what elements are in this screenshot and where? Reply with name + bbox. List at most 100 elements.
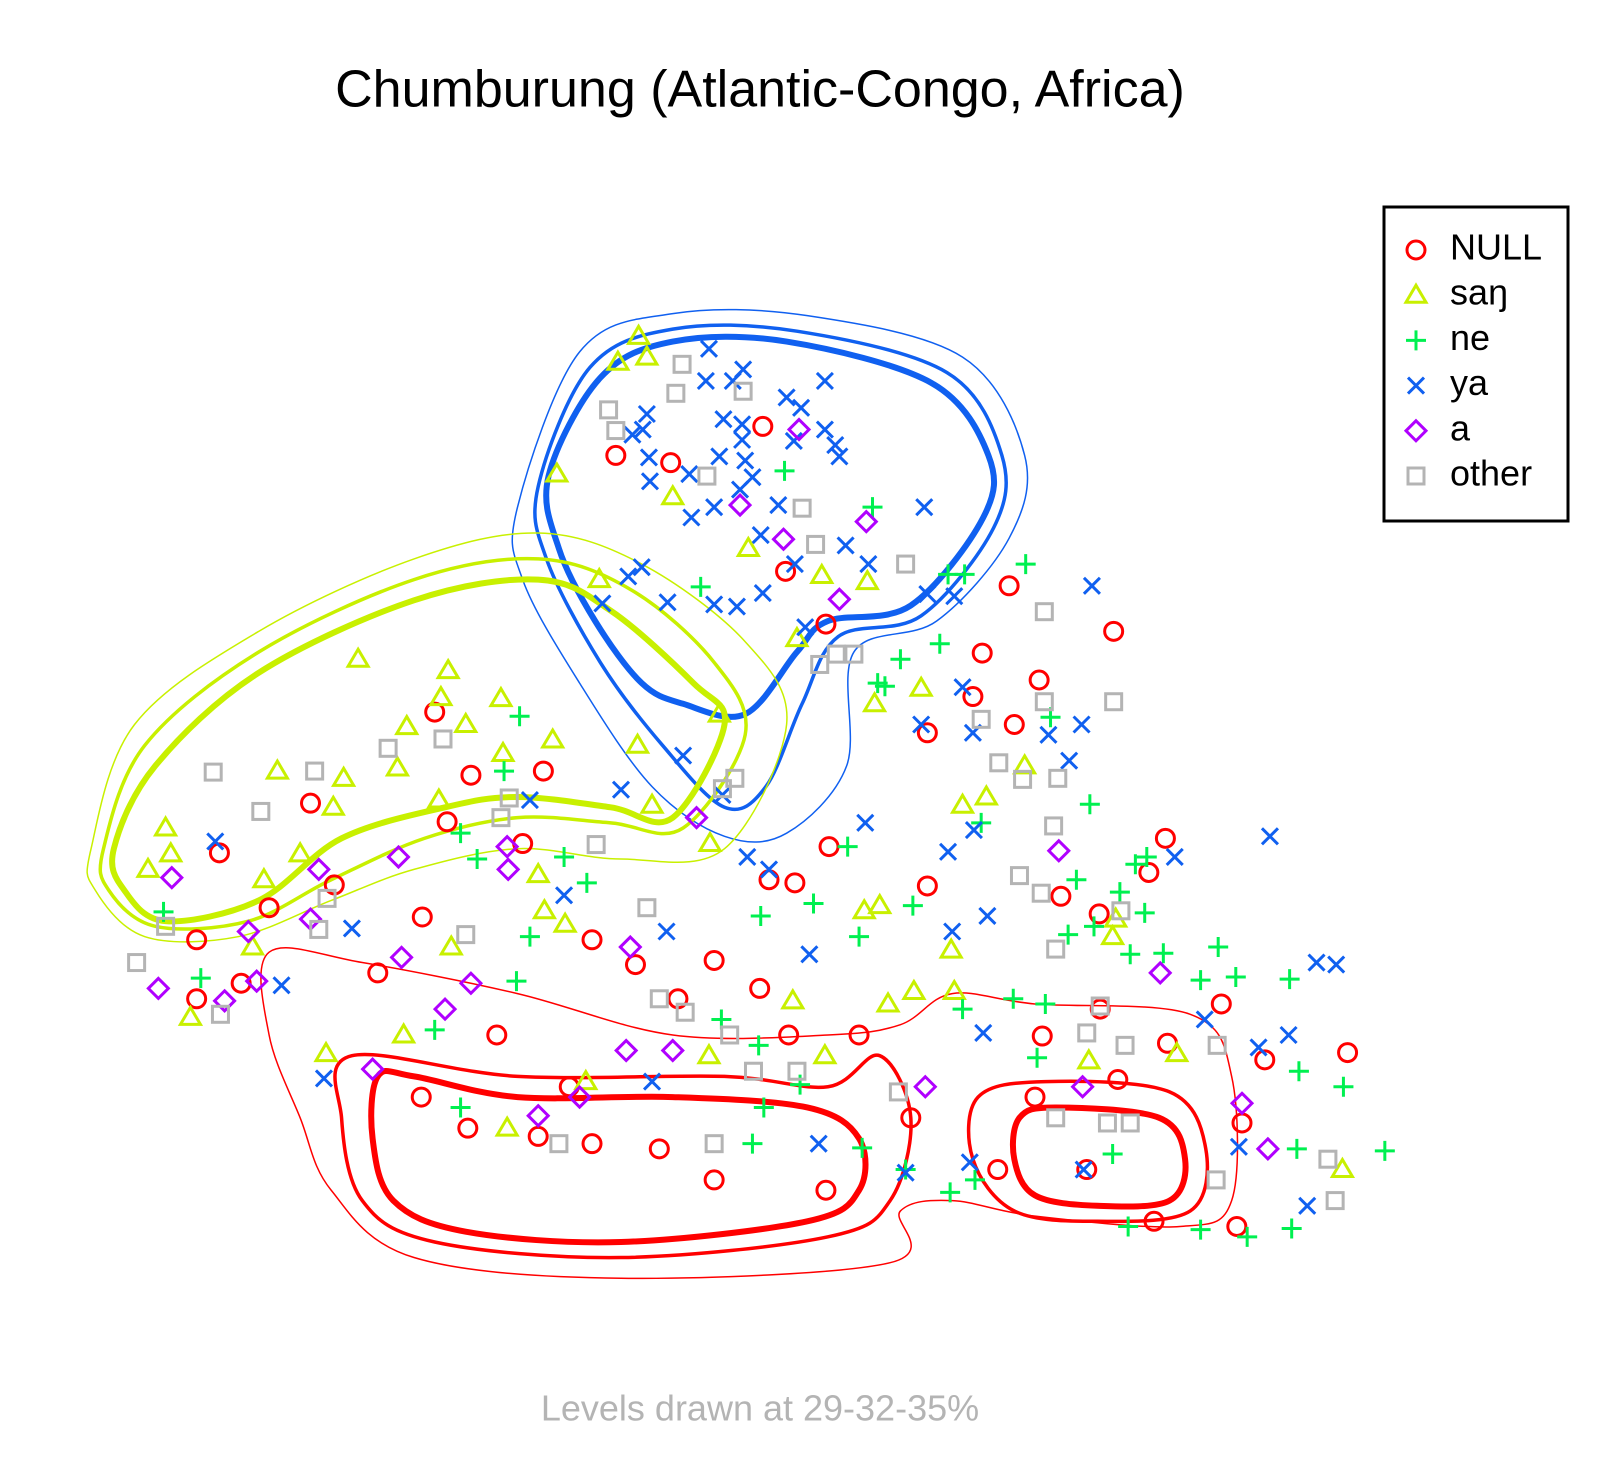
marker-diamond	[1403, 418, 1429, 443]
marker-circle	[703, 949, 725, 971]
marker-diamond	[684, 805, 709, 830]
marker-circle	[1076, 1159, 1098, 1181]
marker-plus	[750, 905, 771, 926]
marker-plus	[1406, 330, 1426, 351]
marker-circle	[457, 1117, 479, 1139]
contour-line	[86, 532, 788, 943]
marker-triangle	[1100, 923, 1126, 946]
marker-circle	[1226, 1215, 1248, 1237]
marker-cross	[705, 498, 724, 517]
marker-diamond	[458, 971, 484, 996]
marker-plus	[690, 576, 711, 597]
marker-plus	[964, 1169, 985, 1190]
marker-plus	[467, 849, 488, 870]
marker-square	[156, 916, 176, 936]
marker-triangle	[1403, 282, 1429, 304]
marker-cross	[738, 847, 757, 867]
marker-circle	[1337, 1042, 1359, 1064]
marker-circle	[1088, 903, 1110, 925]
marker-triangle	[809, 562, 835, 584]
marker-cross	[915, 498, 934, 517]
marker-square	[305, 761, 325, 781]
marker-square	[704, 1134, 724, 1154]
marker-square	[1325, 1191, 1345, 1211]
marker-square	[606, 421, 626, 441]
marker-cross	[736, 451, 755, 470]
marker-cross	[1307, 953, 1326, 972]
marker-cross	[859, 555, 878, 574]
marker-plus	[902, 895, 923, 916]
marker-triangle	[428, 684, 454, 707]
marker-plus	[852, 1137, 873, 1158]
marker-square	[649, 989, 669, 1009]
marker-diamond	[614, 1038, 639, 1063]
marker-cross	[642, 1072, 662, 1091]
marker-triangle	[735, 535, 761, 558]
marker-plus	[1102, 1144, 1123, 1165]
marker-cross	[555, 886, 574, 905]
marker-triangle	[264, 758, 291, 780]
marker-cross	[637, 404, 656, 424]
marker-triangle	[552, 911, 578, 933]
marker-circle	[436, 811, 458, 833]
legend-label: NULL	[1450, 227, 1542, 268]
marker-triangle	[494, 1115, 520, 1137]
marker-plus	[952, 999, 973, 1020]
marker-triangle	[861, 690, 888, 713]
marker-plus	[1058, 924, 1079, 945]
marker-triangle	[639, 792, 665, 814]
marker-circle	[775, 560, 797, 582]
marker-square	[989, 753, 1009, 773]
contour-line	[543, 333, 998, 720]
marker-cross	[674, 746, 693, 765]
marker-plus	[1120, 944, 1141, 965]
contour-line	[333, 1052, 913, 1260]
marker-circle	[916, 722, 938, 744]
marker-plus	[954, 564, 975, 585]
marker-diamond	[146, 976, 171, 1001]
marker-circle	[424, 701, 446, 723]
marker-diamond	[771, 527, 796, 552]
marker-cross	[830, 447, 849, 466]
marker-cross	[796, 618, 815, 637]
marker-square	[203, 762, 223, 782]
marker-square	[725, 768, 745, 788]
marker-square	[896, 554, 916, 574]
marker-plus	[1134, 902, 1155, 923]
marker-circle	[186, 929, 208, 951]
marker-cross	[1165, 847, 1184, 867]
marker-square	[491, 808, 511, 828]
marker-diamond	[1255, 1136, 1281, 1161]
marker-diamond	[360, 1057, 385, 1082]
marker-circle	[1138, 862, 1160, 884]
marker-plus	[1208, 937, 1229, 958]
marker-triangle	[949, 792, 976, 814]
marker-circle	[703, 1169, 725, 1191]
marker-diamond	[854, 509, 879, 534]
marker-circle	[1231, 1112, 1253, 1134]
marker-cross	[1039, 725, 1058, 744]
chart-title: Chumburung (Atlantic-Congo, Africa)	[335, 61, 1185, 119]
marker-cross	[769, 496, 788, 515]
contour-line	[533, 323, 1008, 812]
marker-square	[888, 1082, 908, 1102]
contour-line	[98, 556, 748, 931]
marker-circle	[818, 836, 840, 858]
marker-square	[210, 1004, 230, 1024]
marker-circle	[962, 686, 984, 708]
marker-circle	[752, 415, 774, 437]
marker-cross	[978, 906, 997, 926]
marker-diamond	[567, 1084, 592, 1110]
marker-circle	[784, 872, 806, 894]
marker-circle	[848, 1024, 870, 1046]
marker-circle	[512, 833, 534, 855]
marker-cross	[1072, 715, 1091, 734]
marker-plus	[1125, 854, 1146, 875]
marker-cross	[759, 860, 779, 879]
marker-triangle	[158, 840, 184, 863]
marker-plus	[748, 1035, 769, 1056]
marker-circle	[749, 977, 771, 999]
marker-cross	[1279, 1025, 1298, 1045]
marker-plus	[1286, 1138, 1307, 1159]
marker-plus	[1225, 967, 1246, 988]
